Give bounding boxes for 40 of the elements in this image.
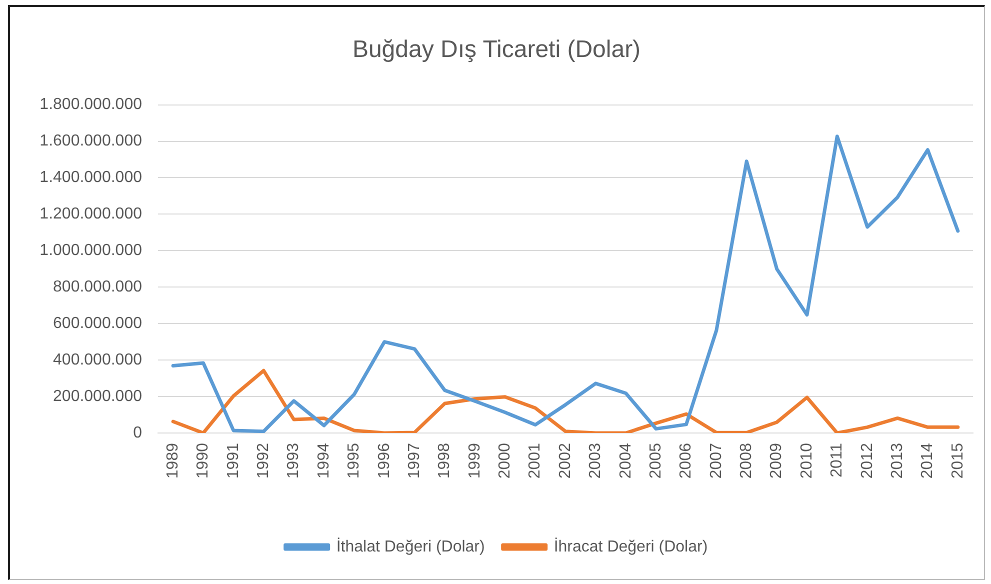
x-tick-label: 2001	[526, 442, 544, 479]
x-tick-label: 1989	[164, 442, 182, 479]
legend-label: İthalat Değeri (Dolar)	[336, 537, 485, 556]
x-tick-label: 2003	[587, 442, 604, 479]
x-tick-label: 1991	[224, 442, 242, 479]
x-tick-label: 2005	[647, 442, 664, 479]
y-tick-label: 0	[133, 424, 142, 442]
x-tick-label: 2007	[708, 442, 725, 479]
chart-title: Buğday Dış Ticareti (Dolar)	[352, 36, 641, 64]
y-tick-label: 800.000.000	[53, 278, 142, 296]
x-tick-label: 2009	[768, 442, 786, 479]
legend-label: İhracat Değeri (Dolar)	[554, 537, 708, 556]
x-tick-label: 1999	[466, 442, 484, 479]
y-tick-label: 1.600.000.000	[40, 132, 142, 150]
x-tick-label: 1996	[376, 442, 393, 479]
y-tick-label: 1.200.000.000	[40, 206, 142, 223]
x-tick-label: 1994	[315, 442, 332, 479]
y-tick-label: 1.800.000.000	[40, 96, 142, 114]
x-tick-label: 1998	[436, 442, 454, 479]
x-tick-label: 1992	[255, 442, 272, 479]
x-tick-label: 2010	[798, 442, 816, 479]
x-tick-label: 2014	[919, 442, 936, 479]
x-tick-label: 1997	[406, 442, 423, 479]
y-tick-label: 400.000.000	[53, 351, 142, 368]
y-tick-label: 1.000.000.000	[40, 242, 142, 260]
x-tick-label: 1993	[285, 442, 302, 479]
y-tick-label: 1.400.000.000	[40, 169, 142, 186]
x-tick-label: 2008	[738, 442, 756, 479]
x-tick-label: 2012	[858, 442, 876, 479]
x-tick-label: 2013	[888, 442, 906, 479]
x-tick-label: 1990	[194, 442, 212, 479]
x-tick-label: 2000	[496, 442, 514, 479]
y-tick-label: 600.000.000	[53, 315, 142, 332]
x-tick-label: 2011	[828, 442, 846, 478]
x-tick-label: 2002	[556, 442, 574, 479]
x-tick-label: 2015	[949, 442, 966, 479]
y-tick-label: 200.000.000	[53, 388, 142, 405]
x-tick-label: 2006	[678, 442, 695, 479]
x-tick-label: 1995	[346, 442, 363, 479]
x-tick-label: 2004	[617, 442, 634, 479]
